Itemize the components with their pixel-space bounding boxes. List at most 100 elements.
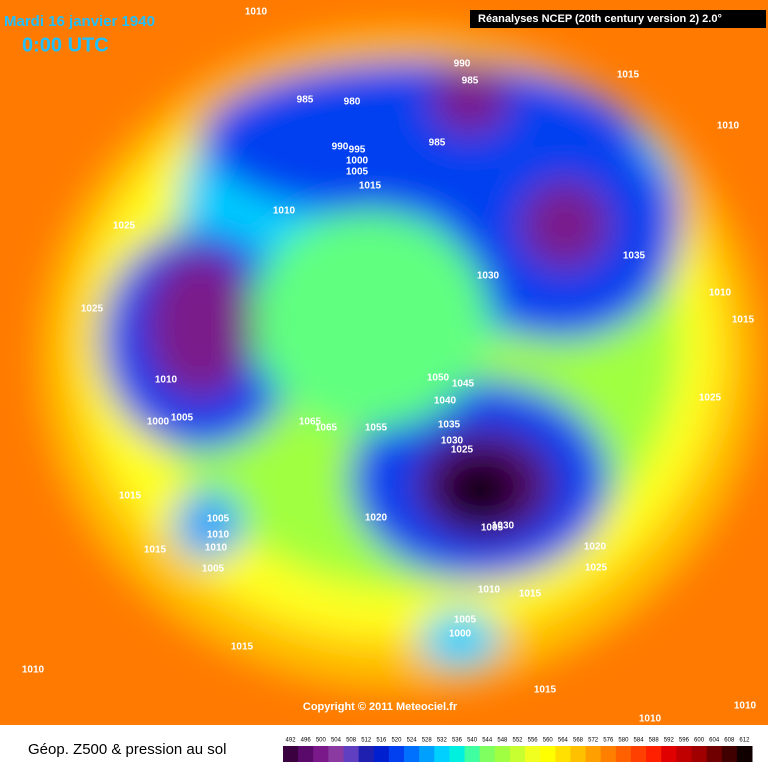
isobar-label: 1010 bbox=[205, 543, 228, 554]
copyright: Copyright © 2011 Meteociel.fr bbox=[303, 701, 458, 713]
colorbar-tick-label: 584 bbox=[634, 738, 645, 744]
isobar-label: 1020 bbox=[365, 513, 388, 524]
isobar-label: 995 bbox=[349, 145, 366, 156]
colorbar-tick-label: 608 bbox=[724, 738, 735, 744]
colorbar-tick-label: 512 bbox=[361, 738, 372, 744]
field bbox=[0, 0, 768, 725]
isobar-label: 1005 bbox=[207, 514, 230, 525]
isobar-label: 1035 bbox=[438, 420, 461, 431]
isobar-label: 990 bbox=[332, 142, 349, 153]
colorbar-swatch bbox=[721, 746, 738, 762]
colorbar-swatch bbox=[646, 746, 662, 762]
colorbar-swatch bbox=[283, 746, 299, 762]
colorbar-tick-label: 548 bbox=[497, 738, 508, 744]
colorbar-swatch bbox=[464, 746, 481, 762]
colorbar-swatch bbox=[388, 746, 405, 762]
colorbar-tick-label: 540 bbox=[467, 738, 478, 744]
colorbar-swatch bbox=[525, 746, 541, 762]
colorbar-tick-label: 528 bbox=[422, 738, 433, 744]
colorbar-swatch bbox=[630, 746, 647, 762]
colorbar-swatch bbox=[585, 746, 602, 762]
colorbar-swatch bbox=[509, 746, 526, 762]
colorbar-tick-label: 492 bbox=[286, 738, 297, 744]
colorbar-swatch bbox=[706, 746, 723, 762]
isobar-label: 1015 bbox=[144, 545, 167, 556]
isobar-label: 1045 bbox=[452, 379, 475, 390]
colorbar-tick-label: 596 bbox=[679, 738, 690, 744]
isobar-label: 1010 bbox=[273, 206, 296, 217]
colorbar-tick-label: 604 bbox=[709, 738, 720, 744]
colorbar-swatch bbox=[313, 746, 329, 762]
colorbar-tick-label: 568 bbox=[573, 738, 584, 744]
isobar-label: 1010 bbox=[478, 585, 501, 596]
isobar-label: 1010 bbox=[155, 375, 178, 386]
isobar-label: 1000 bbox=[449, 629, 472, 640]
isobar-label: 1035 bbox=[623, 251, 646, 262]
colorbar-swatch bbox=[328, 746, 345, 762]
colorbar-swatch bbox=[570, 746, 587, 762]
isobar-label: 990 bbox=[454, 59, 471, 70]
colorbar-swatch bbox=[434, 746, 450, 762]
colorbar-swatch bbox=[540, 746, 556, 762]
colorbar-swatch bbox=[343, 746, 360, 762]
source: Réanalyses NCEP (20th century version 2)… bbox=[478, 13, 722, 25]
colorbar-tick-label: 576 bbox=[603, 738, 614, 744]
isobar-label: 985 bbox=[462, 76, 479, 87]
colorbar-tick-label: 600 bbox=[694, 738, 705, 744]
colorbar-swatch bbox=[661, 746, 677, 762]
isobar-label: 1010 bbox=[245, 7, 268, 18]
isobar-label: 1025 bbox=[451, 445, 474, 456]
source-box bbox=[470, 10, 766, 28]
colorbar-tick-label: 532 bbox=[437, 738, 448, 744]
colorbar-swatch bbox=[479, 746, 496, 762]
colorbar-swatch bbox=[494, 746, 511, 762]
colorbar-swatch bbox=[691, 746, 708, 762]
isobar-label: 1010 bbox=[709, 288, 732, 299]
isobar-label: 1005 bbox=[454, 615, 477, 626]
isobar-label: 1015 bbox=[617, 70, 640, 81]
isobar-label: 1000 bbox=[346, 156, 369, 167]
colorbar-tick-label: 580 bbox=[618, 738, 629, 744]
colorbar-tick-label: 500 bbox=[316, 738, 327, 744]
isobar-label: 980 bbox=[344, 97, 361, 108]
isobar-label: 1010 bbox=[639, 714, 662, 725]
colorbar: 492 496 500 504 508 512 516 520 524 528 532 536 540 5… bbox=[283, 738, 753, 762]
isobar-label: 1010 bbox=[717, 121, 740, 132]
isobar-label: 1005 bbox=[346, 167, 369, 178]
colorbar-swatch bbox=[555, 746, 571, 762]
isobar-label: 985 bbox=[429, 138, 446, 149]
colorbar-tick-label: 520 bbox=[391, 738, 402, 744]
isobar-label: 1030 bbox=[492, 521, 515, 532]
colorbar-tick-label: 588 bbox=[649, 738, 660, 744]
legend-title: Géop. Z500 & pression au sol bbox=[28, 741, 226, 758]
isobar-label: 1030 bbox=[477, 271, 500, 282]
colorbar-swatch bbox=[298, 746, 314, 762]
colorbar-tick-label: 544 bbox=[482, 738, 493, 744]
colorbar-tick-label: 516 bbox=[376, 738, 387, 744]
colorbar-swatch bbox=[404, 746, 420, 762]
colorbar-tick-label: 592 bbox=[664, 738, 675, 744]
colorbar-tick-label: 572 bbox=[588, 738, 599, 744]
isobar-label: 1005 bbox=[481, 523, 504, 534]
isobar-label: 1015 bbox=[231, 642, 254, 653]
isobar-label: 1025 bbox=[113, 221, 136, 232]
colorbar-swatch bbox=[358, 746, 375, 762]
colorbar-tick-label: 496 bbox=[301, 738, 312, 744]
isobar-label: 1015 bbox=[359, 181, 382, 192]
isobar-label: 1055 bbox=[365, 423, 388, 434]
colorbar-tick-label: 524 bbox=[407, 738, 418, 744]
isobar-label: 1025 bbox=[81, 304, 104, 315]
colorbar-tick-label: 504 bbox=[331, 738, 342, 744]
isobar-label: 1065 bbox=[315, 423, 338, 434]
colorbar-swatch bbox=[615, 746, 632, 762]
isobar-label: 1025 bbox=[585, 563, 608, 574]
isobar-label: 1020 bbox=[584, 542, 607, 553]
colorbar-swatch bbox=[419, 746, 435, 762]
isobar-label: 1030 bbox=[441, 436, 464, 447]
colorbar-swatch bbox=[600, 746, 617, 762]
time: 0:00 UTC bbox=[22, 34, 109, 56]
colorbar-tick-label: 612 bbox=[739, 738, 750, 744]
